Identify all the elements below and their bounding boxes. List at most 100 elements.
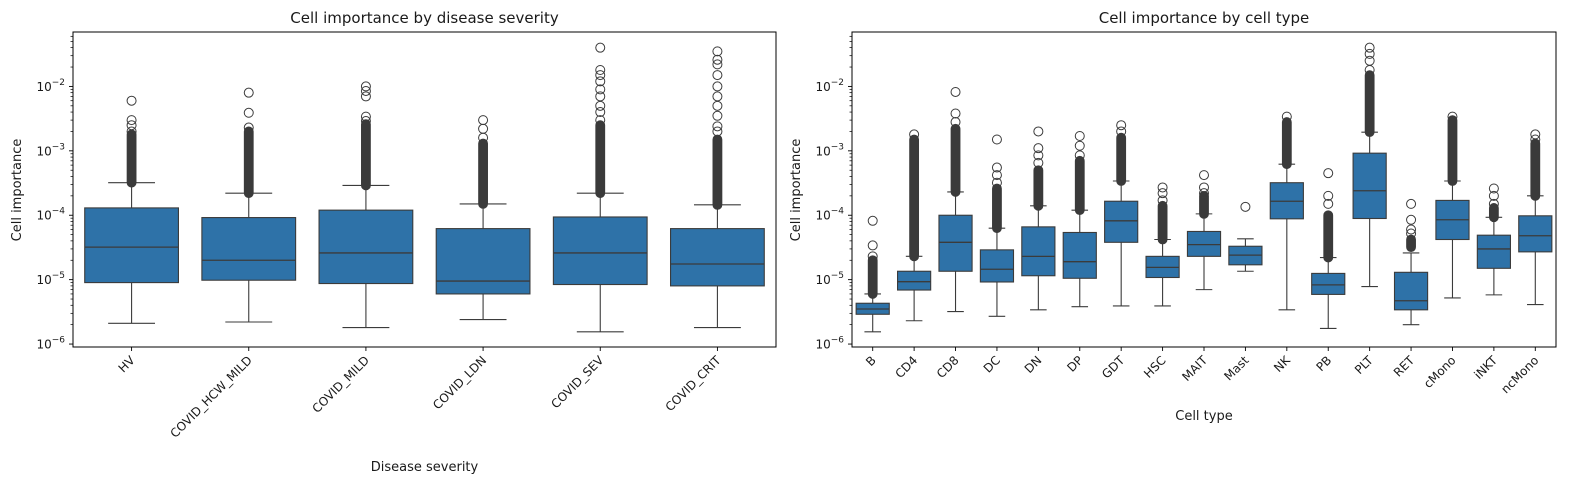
- outlier-point: [1199, 170, 1209, 181]
- outlier-point: [1074, 140, 1085, 151]
- celltype-box-iNKT: [1476, 183, 1511, 296]
- severity-ytick-label: 10−3: [36, 142, 65, 158]
- celltype-box-HSC: [1145, 182, 1180, 307]
- celltype-chart-title: Cell importance by cell type: [1099, 9, 1310, 27]
- celltype-chart: Cell importance by cell type Cell import…: [789, 9, 1557, 424]
- outlier-point: [1488, 198, 1499, 209]
- outlier-point: [712, 110, 723, 121]
- severity-ytick-label: 10−6: [36, 336, 65, 352]
- severity-box-COVID_SEV: [552, 42, 648, 333]
- severity-ytick-label: 10−4: [36, 207, 65, 223]
- celltype-box-NK: [1269, 111, 1304, 311]
- outlier-point: [1323, 190, 1334, 201]
- outlier-point: [1406, 198, 1417, 209]
- outlier-cluster: [1157, 200, 1168, 245]
- severity-box-COVID_MILD: [318, 81, 414, 329]
- outlier-cluster: [1488, 203, 1499, 223]
- outlier-point: [712, 100, 723, 111]
- severity-plot-area: 10−6 10−5 10−4 10−3 10−2 HV COVID_HCW_MILD COVI…: [36, 31, 777, 441]
- celltype-xtick-label: DC: [981, 353, 1003, 375]
- celltype-box-DP: [1062, 130, 1097, 308]
- outlier-cluster: [1199, 190, 1209, 219]
- outlier-cluster: [950, 123, 961, 197]
- outlier-cluster: [478, 138, 488, 209]
- outlier-cluster: [909, 134, 920, 262]
- iqr-box: [1062, 231, 1097, 279]
- outlier-point: [1530, 134, 1541, 145]
- outlier-point: [1199, 182, 1209, 193]
- celltype-plot-area: 10−6 10−5 10−4 10−3 10−2 B CD4 CD8 DC DN DP GDT HSC M…: [815, 31, 1557, 396]
- severity-box-COVID_CRIT: [669, 46, 765, 329]
- outlier-point: [360, 91, 371, 102]
- outlier-point: [360, 111, 371, 122]
- outlier-cluster: [595, 120, 606, 199]
- iqr-box: [435, 228, 531, 295]
- outlier-point: [1074, 150, 1085, 161]
- outlier-point: [1199, 188, 1209, 199]
- celltype-chart-xlabel: Cell type: [1175, 409, 1232, 424]
- outlier-cluster: [1364, 70, 1375, 138]
- outlier-cluster: [1074, 155, 1085, 216]
- outlier-point: [1240, 201, 1251, 212]
- severity-axes-frame: [72, 31, 777, 348]
- celltype-xtick-label: Mast: [1221, 353, 1251, 383]
- iqr-box: [84, 207, 179, 284]
- severity-ytick-label: 10−2: [36, 78, 65, 94]
- celltype-box-PLT: [1352, 42, 1387, 288]
- outlier-point: [1116, 126, 1127, 137]
- outlier-point: [712, 70, 723, 81]
- outlier-point: [595, 64, 606, 75]
- outlier-cluster: [1406, 234, 1416, 253]
- celltype-xtick-label: PLT: [1352, 353, 1376, 377]
- celltype-xtick-label: ncMono: [1498, 353, 1541, 396]
- celltype-box-RET: [1393, 198, 1429, 326]
- outlier-point: [1033, 126, 1044, 137]
- celltype-chart-ylabel: Cell importance: [789, 139, 804, 242]
- celltype-box-MAIT: [1186, 170, 1222, 291]
- iqr-box: [979, 249, 1015, 283]
- outlier-point: [243, 87, 254, 98]
- celltype-xtick-label: RET: [1391, 353, 1418, 380]
- celltype-xtick-label: DP: [1064, 353, 1086, 375]
- celltype-box-cMono: [1435, 111, 1470, 299]
- severity-xtick-label: COVID_HCW_MILD: [167, 353, 254, 440]
- outlier-point: [360, 81, 371, 92]
- outlier-point: [1364, 48, 1375, 59]
- severity-chart-xlabel: Disease severity: [371, 460, 479, 475]
- outlier-point: [867, 240, 878, 251]
- iqr-box: [1021, 226, 1056, 277]
- outlier-point: [1074, 130, 1085, 141]
- iqr-box: [1104, 200, 1139, 243]
- outlier-point: [595, 100, 606, 111]
- outlier-point: [478, 115, 489, 126]
- celltype-ytick-label: 10−5: [815, 271, 844, 287]
- iqr-box: [669, 228, 765, 287]
- outlier-point: [1116, 120, 1127, 131]
- iqr-box: [938, 214, 973, 272]
- outlier-point: [126, 120, 137, 131]
- outlier-point: [867, 215, 878, 226]
- outlier-point: [1488, 183, 1499, 194]
- outlier-point: [909, 129, 920, 140]
- celltype-box-GDT: [1104, 120, 1139, 307]
- celltype-box-DN: [1021, 126, 1056, 311]
- celltype-ytick-label: 10−2: [815, 78, 844, 94]
- outlier-point: [1157, 182, 1168, 193]
- celltype-box-ncMono: [1518, 129, 1553, 306]
- celltype-xtick-label: PB: [1314, 353, 1335, 374]
- outlier-point: [1033, 157, 1044, 168]
- outlier-point: [712, 121, 723, 132]
- iqr-box: [318, 209, 414, 285]
- outlier-cluster: [992, 183, 1002, 234]
- outlier-point: [126, 115, 137, 126]
- outlier-point: [991, 177, 1002, 188]
- iqr-box: [1186, 230, 1222, 257]
- outlier-cluster: [1033, 165, 1044, 211]
- outlier-cluster: [867, 255, 878, 299]
- celltype-xtick-label: HSC: [1141, 353, 1169, 381]
- severity-xtick-label: COVID_LDN: [430, 353, 489, 412]
- outlier-point: [1406, 224, 1417, 235]
- outlier-point: [595, 91, 606, 102]
- outlier-point: [1530, 129, 1541, 140]
